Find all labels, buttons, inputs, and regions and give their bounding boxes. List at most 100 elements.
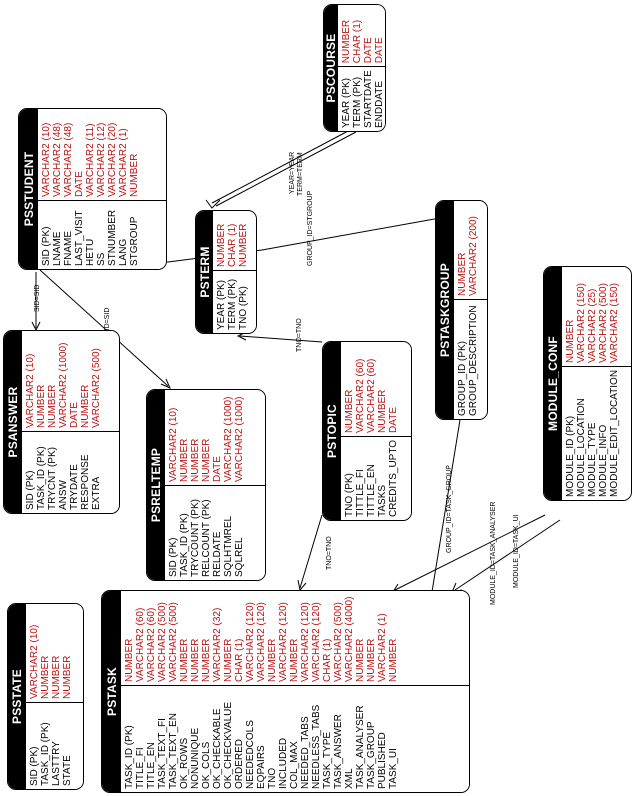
field-name: TITTLE_FI xyxy=(355,469,366,517)
field-name: TASK_ANSWER xyxy=(333,714,344,789)
field-type: NUMBER xyxy=(201,438,212,482)
entity-psanswer: PSANSWER SID (PK) TASK_ID (PK) TRYCNT (PK) A… xyxy=(3,330,120,514)
field-name: TRYCNT (PK) xyxy=(47,447,58,510)
field-name: YEAR (PK) xyxy=(216,279,227,330)
field-name: GROUP_DESCRIPTION xyxy=(468,305,479,416)
label-module-ui: MODULE_ID=TASK_UI xyxy=(513,514,520,588)
field-type: VARCHAR2 (12) xyxy=(96,122,107,197)
field-name: ORDERED xyxy=(234,738,245,789)
psreltemp-fields: SID (PK) TASK_ID (PK) TRYCOUNT (PK) RELCOUN… xyxy=(165,390,265,580)
field-type: VARCHAR2 (1000) xyxy=(234,396,245,482)
field-type: NUMBER xyxy=(366,638,377,682)
entity-psstudent: PSSTUDENT SID (PK) LNAME FNAME LAST_VISIT HET… xyxy=(18,108,167,270)
field-type: NUMBER xyxy=(377,389,388,433)
field-name: TNO xyxy=(267,767,278,789)
psanswer-field-types: VARCHAR2 (10) NUMBER NUMBER VARCHAR2 (1000)… xyxy=(22,331,119,431)
field-type: VARCHAR2 (60) xyxy=(146,607,157,682)
module_conf-fields: MODULE_ID (PK) MODULE_LOCATION MODULE_TYPE… xyxy=(562,267,631,500)
field-name: SID (PK) xyxy=(29,746,40,786)
field-name: TASK_ID (PK) xyxy=(179,513,190,577)
field-type: VARCHAR2 (10) xyxy=(29,624,40,699)
pstaskgroup-field-types: NUMBER VARCHAR2 (200) xyxy=(454,201,487,299)
field-type: VARCHAR2 (500) xyxy=(333,602,344,682)
pstopic-field-types: NUMBER VARCHAR2 (60) VARCHAR2 (60) NUMBER DA… xyxy=(341,342,411,436)
psterm-field-types: NUMBER CHAR (1) NUMBER xyxy=(213,211,256,270)
field-name: EQPAIRS xyxy=(256,745,267,789)
module_conf-field-types: NUMBER VARCHAR2 (150) VARCHAR2 (25) VARCHAR… xyxy=(562,267,631,366)
field-type: VARCHAR2 (20) xyxy=(107,122,118,197)
field-name: MODULE_LOCATION xyxy=(576,398,587,497)
module_conf-title: MODULE_CONF xyxy=(544,267,562,500)
field-name: TITTLE_EN xyxy=(366,464,377,517)
field-name: INCLUDED xyxy=(278,737,289,789)
field-name: HETU xyxy=(85,238,96,266)
field-type: NUMBER xyxy=(129,153,140,197)
entity-pstopic: PSTOPIC TNO (PK) TITTLE_FI TITTLE_EN TASKS CR… xyxy=(322,341,412,521)
link-sid-reltemp-arrow xyxy=(160,378,171,389)
entity-psreltemp: PSRELTEMP SID (PK) TASK_ID (PK) TRYCOUNT (P… xyxy=(146,389,266,581)
field-type: VARCHAR2 (1000) xyxy=(223,396,234,482)
field-type: NUMBER xyxy=(223,638,234,682)
module_conf-content: MODULE_CONF MODULE_ID (PK) MODULE_LOCATION… xyxy=(544,267,631,500)
field-type: NUMBER xyxy=(40,655,51,699)
field-name: TNO (PK) xyxy=(238,286,249,330)
link-term-term xyxy=(215,131,357,207)
field-type: DATE xyxy=(212,456,223,482)
field-name: XML xyxy=(344,768,355,789)
pstopic-field-names: TNO (PK) TITTLE_FI TITTLE_EN TASKS CREDITS_U… xyxy=(341,435,411,520)
field-type: NUMBER xyxy=(36,384,47,428)
entity-psstate: PSSTATE SID (PK) TASK_ID (PK) LASTTRY STATE V… xyxy=(7,603,84,790)
link-tno-term xyxy=(239,335,323,343)
field-type: VARCHAR2 (10) xyxy=(25,353,36,428)
field-type: VARCHAR2 (120) xyxy=(245,602,256,682)
field-name: TITLE_EN xyxy=(146,742,157,789)
field-name: OK_CHECKVALUE xyxy=(223,701,234,789)
label-tno-task: TNO=TNO xyxy=(326,536,333,570)
field-name: STGROUP xyxy=(129,216,140,266)
field-name: LASTTRY xyxy=(51,741,62,786)
field-name: TITLE_FI xyxy=(135,747,146,789)
psstudent-field-types: VARCHAR2 (10) VARCHAR2 (48) VARCHAR2 (48) D… xyxy=(38,109,166,200)
field-type: DATE xyxy=(69,402,80,428)
field-name: RESPONSE xyxy=(80,454,91,510)
field-type: NUMBER xyxy=(62,655,73,699)
label-tno-term: TNO=TNO xyxy=(296,318,303,352)
field-type: NUMBER xyxy=(457,252,468,296)
link-group-task xyxy=(429,419,461,605)
psreltemp-content: PSRELTEMP SID (PK) TASK_ID (PK) TRYCOUNT (P… xyxy=(147,390,265,580)
label-module-analyser: MODULE_ID=TASK_ANALYSER xyxy=(490,501,497,605)
psterm-fields: YEAR (PK) TERM (PK) TNO (PK) NUMBER CHAR (1)… xyxy=(213,211,256,333)
field-type: NUMBER xyxy=(80,384,91,428)
field-type: NUMBER xyxy=(355,638,366,682)
field-type: NUMBER xyxy=(238,223,249,267)
pscourse-title: PSCOURSE xyxy=(324,5,338,131)
link-year-year-crowfoot xyxy=(205,199,221,209)
field-name: TASK_ID (PK) xyxy=(40,722,51,786)
field-type: VARCHAR2 (48) xyxy=(63,122,74,197)
psstate-title: PSSTATE xyxy=(8,604,26,789)
field-type: VARCHAR2 (120) xyxy=(256,602,267,682)
field-name: TASK_GROUP xyxy=(366,721,377,789)
field-name: SID (PK) xyxy=(25,470,36,510)
field-name: EXTRA xyxy=(91,476,102,510)
field-type: VARCHAR2 (120) xyxy=(300,602,311,682)
field-name: NEEDEDCOLS xyxy=(245,720,256,789)
field-name: TERM (PK) xyxy=(227,278,238,330)
link-tno-task xyxy=(299,514,323,589)
field-name: MODULE_EDIT_LOCATION xyxy=(609,369,620,497)
psanswer-content: PSANSWER SID (PK) TASK_ID (PK) TRYCNT (PK) A… xyxy=(4,331,119,513)
field-type: VARCHAR2 (60) xyxy=(135,607,146,682)
pstaskgroup-title: PSTASKGROUP xyxy=(436,201,454,419)
psanswer-field-names: SID (PK) TASK_ID (PK) TRYCNT (PK) ANSW TRYDA… xyxy=(22,431,119,513)
field-type: VARCHAR2 (1) xyxy=(118,128,129,197)
field-name: TASK_TEXT_FI xyxy=(157,718,168,789)
pstask-field-names: TASK_ID (PK) TITLE_FI TITLE_EN TASK_TEXT_FI… xyxy=(121,685,469,792)
psstate-fields: SID (PK) TASK_ID (PK) LASTTRY STATE VARCHAR2… xyxy=(26,604,83,789)
field-type: VARCHAR2 (4000) xyxy=(344,596,355,682)
field-type: NUMBER xyxy=(201,638,212,682)
field-name: LAST_VISIT xyxy=(74,210,85,266)
field-name: NEEDED_TABS xyxy=(300,716,311,789)
psterm-content: PSTERM YEAR (PK) TERM (PK) TNO (PK) NUMBER CH… xyxy=(196,211,256,333)
field-name: RELDATE xyxy=(212,531,223,577)
field-name: SQLREL xyxy=(234,537,245,577)
